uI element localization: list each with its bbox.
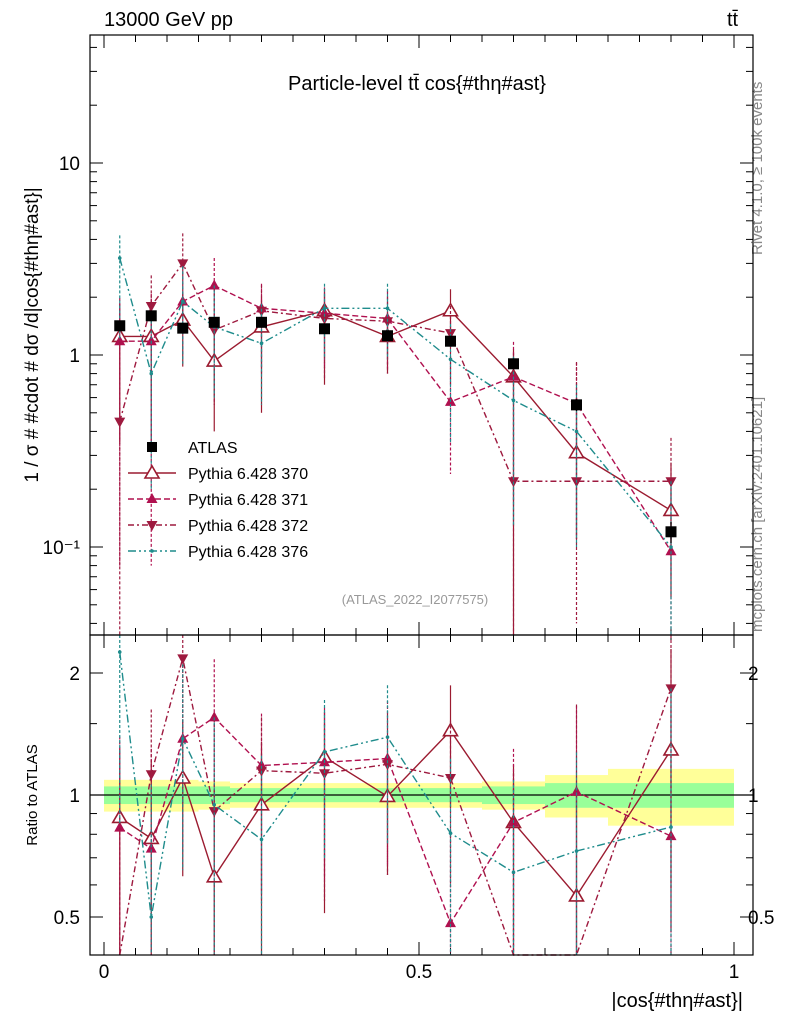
marker-dot [180, 299, 185, 304]
marker-open-triangle [442, 302, 459, 317]
marker-triangle-down [177, 654, 189, 665]
ratio-panel: 0 0.5 10.5 0.51 12 2 [54, 635, 774, 983]
marker-dot [511, 870, 516, 875]
atlas-point [445, 335, 456, 347]
marker-dot [212, 802, 217, 807]
marker-dot [259, 837, 264, 842]
y-tick-label: 10⁻¹ [43, 538, 81, 559]
plot-title: Particle-level tt̄ cos{#thη#ast} [288, 73, 546, 95]
marker-open-triangle [442, 722, 459, 737]
legend-atlas-label: ATLAS [188, 440, 238, 457]
marker-dot [574, 429, 579, 434]
atlas-point [665, 526, 677, 538]
marker-dot [385, 735, 390, 739]
marker-dot [117, 650, 122, 654]
marker-dot [574, 849, 579, 853]
marker-dot [448, 831, 453, 835]
atlas-point [256, 316, 267, 328]
marker-dot [117, 256, 122, 260]
marker-triangle-down [256, 306, 267, 317]
atlas-point [571, 399, 582, 411]
y-tick-label: 1 [69, 346, 80, 367]
legend-label-p372: Pythia 6.428 372 [188, 518, 308, 535]
ratio-tick-label: 0.5 [54, 908, 80, 929]
atlas-point [177, 322, 189, 334]
process-label: tt̄ [727, 9, 739, 31]
marker-triangle-up [146, 493, 158, 503]
marker-triangle-down [145, 301, 157, 312]
series-line [119, 284, 672, 552]
marker-dot [511, 398, 516, 403]
side-label-top: Rivet 4.1.0, ≥ 100k events [749, 82, 766, 255]
marker-triangle-down [208, 807, 220, 818]
atlas-point [319, 323, 330, 335]
ratio-series-p376 [117, 635, 673, 955]
marker-dot [322, 750, 327, 754]
ratio-frame [89, 634, 754, 956]
marker-dot [322, 306, 327, 311]
marker-triangle-down [114, 417, 126, 428]
marker-triangle-down [146, 521, 158, 531]
atlas-point [208, 316, 220, 328]
ratio-tick-label: 2 [69, 664, 80, 685]
y-axis-label: 1 / σ # #cdot # dσ /d|cos{#thη#ast}| [22, 187, 43, 482]
atlas-point [508, 358, 519, 370]
legend: ATLAS Pythia 6.428 370 Pythia 6.428 371 Pyt… [128, 440, 308, 561]
marker-dot [180, 736, 185, 741]
x-tick-label: 0 [99, 962, 110, 983]
marker-dot [149, 371, 154, 376]
marker-triangle-up [445, 917, 456, 928]
main-panel: 10⁻¹ 1 10 [43, 35, 753, 635]
side-label-bottom: mcplots.cern.ch [arXiv:2401.10621] [749, 397, 766, 632]
marker-dot [669, 545, 673, 549]
marker-triangle-down [319, 769, 330, 780]
legend-label-p370: Pythia 6.428 370 [188, 466, 308, 483]
ratio-tick-label: 1 [69, 786, 80, 807]
analysis-id: (ATLAS_2022_I2077575) [342, 592, 488, 607]
ratio-line [119, 716, 672, 925]
atlas-point [382, 330, 393, 342]
atlas-point [145, 310, 157, 322]
marker-dot [448, 357, 453, 362]
legend-label-p371: Pythia 6.428 371 [188, 492, 308, 509]
marker-triangle-down [145, 770, 157, 781]
x-tick-label: 1 [729, 962, 740, 983]
atlas-point [114, 320, 126, 332]
series-atlas [114, 310, 677, 543]
energy-label: 13000 GeV pp [104, 9, 233, 31]
marker-triangle-up [114, 335, 126, 346]
series-p370 [111, 289, 680, 635]
marker-dot [150, 549, 154, 553]
marker-dot [385, 306, 390, 311]
series-p376 [117, 235, 673, 635]
x-axis-label: |cos{#thη#ast}| [611, 990, 743, 1012]
marker-open-triangle [143, 464, 161, 479]
marker-dot [669, 825, 673, 829]
marker-triangle-down [382, 317, 393, 328]
marker-dot [149, 915, 154, 919]
legend-label-p376: Pythia 6.428 376 [188, 544, 308, 561]
marker-dot [259, 341, 264, 346]
marker-triangle-up [114, 821, 126, 832]
marker-triangle-down [177, 259, 189, 270]
ratio-tick-label-right: 0.5 [748, 908, 774, 929]
y-tick-label: 10 [59, 154, 80, 175]
marker-triangle-up [145, 335, 157, 346]
legend-atlas-marker [147, 442, 157, 452]
marker-triangle-up [145, 842, 157, 853]
ratio-y-axis-label: Ratio to ATLAS [24, 744, 41, 845]
x-tick-label: 0.5 [406, 962, 432, 983]
